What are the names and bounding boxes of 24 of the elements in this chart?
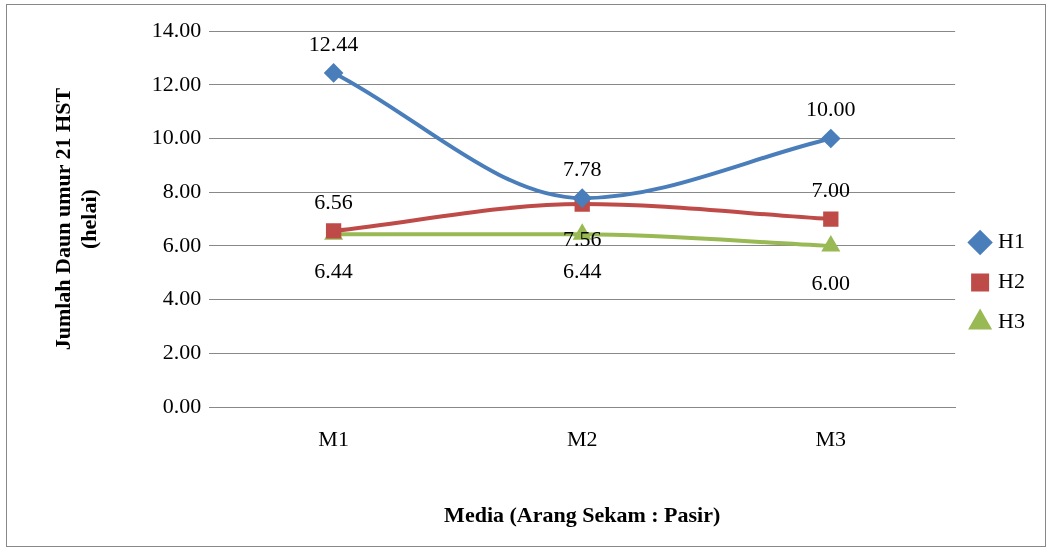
legend-label: H1 bbox=[998, 228, 1025, 254]
data-label: 12.44 bbox=[308, 30, 359, 56]
x-tick-label: M2 bbox=[566, 426, 598, 452]
legend-label: H3 bbox=[998, 308, 1025, 334]
data-label: 7.78 bbox=[562, 155, 602, 181]
y-tick-label: 4.00 bbox=[162, 285, 202, 311]
y-axis-title: Jumlah Daun umur 21 HST (helai) bbox=[49, 87, 102, 351]
data-label: 6.44 bbox=[562, 257, 602, 283]
data-label: 7.00 bbox=[811, 176, 851, 202]
y-tick-label: 0.00 bbox=[162, 392, 202, 418]
data-label: 6.44 bbox=[314, 257, 353, 283]
x-tick-label: M3 bbox=[815, 426, 847, 452]
y-tick-label: 2.00 bbox=[162, 339, 202, 365]
y-tick-label: 14.00 bbox=[151, 16, 202, 42]
y-tick-label: 6.00 bbox=[162, 231, 202, 257]
x-tick-label: M1 bbox=[318, 426, 349, 452]
data-label: 6.56 bbox=[314, 188, 353, 214]
y-tick-label: 8.00 bbox=[162, 178, 202, 204]
y-tick-label: 12.00 bbox=[151, 70, 202, 96]
data-label: 6.00 bbox=[811, 269, 851, 295]
y-tick-label: 10.00 bbox=[151, 124, 202, 150]
x-axis-title: Media (Arang Sekam : Pasir) bbox=[444, 502, 721, 528]
data-label: 10.00 bbox=[806, 96, 856, 122]
legend-label: H2 bbox=[998, 268, 1025, 294]
